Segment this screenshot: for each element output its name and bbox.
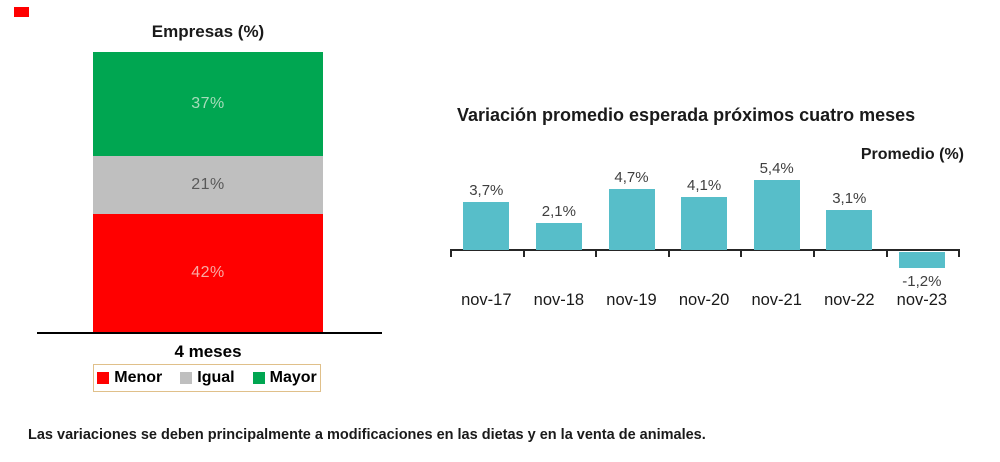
stack-segment-value-label: 37% [191,94,225,112]
axis-tick [740,249,743,257]
bar-value-label: 4,7% [614,168,649,186]
bar-value-label: 5,4% [759,159,794,177]
bar-category-label: nov-17 [461,291,512,309]
bar-category-label: nov-22 [824,291,875,309]
bar-value-label: -1,2% [902,272,942,290]
bar-category-label: nov-21 [751,291,802,309]
bar-nov-22 [826,209,873,250]
bar-category-label: nov-19 [606,291,657,309]
stack-segment-value-label: 21% [191,175,225,193]
bar-nov-23 [898,252,945,268]
footnote-text: Las variaciones se deben principalmente … [28,427,706,443]
legend-swatch-icon [97,372,110,384]
left-chart-legend: Menor Igual Mayor [93,364,321,392]
legend-item-menor: Menor [97,369,162,387]
axis-tick [450,249,452,257]
bar-category-label: nov-23 [896,291,948,309]
bar-category-label: nov-20 [678,291,730,309]
axis-tick [667,249,670,257]
slide-marker-square [14,7,29,17]
legend-item-label: Igual [197,369,235,386]
bar-value-label: 3,1% [832,189,867,207]
stack-segment-value-label: 42% [191,264,225,282]
right-chart-plot-area: 3,7% nov-17 2,1% nov-18 4,7% nov-19 4,1% nov-20… [450,150,962,320]
right-chart-axis-line [450,249,960,251]
legend-swatch-icon [180,372,193,384]
bar-nov-21 [753,179,800,250]
legend-item-label: Mayor [269,369,317,386]
bar-nov-20 [681,196,728,250]
stacked-bar: 37% 21% 42% [93,52,323,332]
right-chart-axis-label: Promedio (%) [860,146,964,163]
stack-segment-igual: 21% [93,155,323,215]
legend-swatch-icon [252,372,265,384]
left-chart-title: Empresas (%) [151,22,265,41]
legend-item-label: Menor [114,369,163,386]
bar-nov-18 [535,222,582,250]
left-chart-x-label: 4 meses [174,342,242,361]
axis-tick [958,249,960,257]
bar-value-label: 3,7% [469,181,504,199]
axis-tick [885,249,888,257]
bar-nov-17 [463,201,510,250]
stack-segment-mayor: 37% [93,52,323,156]
stack-segment-menor: 42% [93,214,323,332]
bar-value-label: 4,1% [686,176,722,194]
legend-item-mayor: Mayor [252,369,317,387]
bar-category-label: nov-18 [533,291,585,309]
bar-nov-19 [608,188,655,250]
axis-tick [813,249,815,257]
axis-tick [522,249,525,257]
axis-tick [595,249,598,257]
bar-value-label: 2,1% [541,202,576,220]
legend-item-igual: Igual [180,369,235,387]
right-chart-title: Variación promedio esperada próximos cua… [457,105,916,125]
left-chart-axis-line [37,332,382,334]
